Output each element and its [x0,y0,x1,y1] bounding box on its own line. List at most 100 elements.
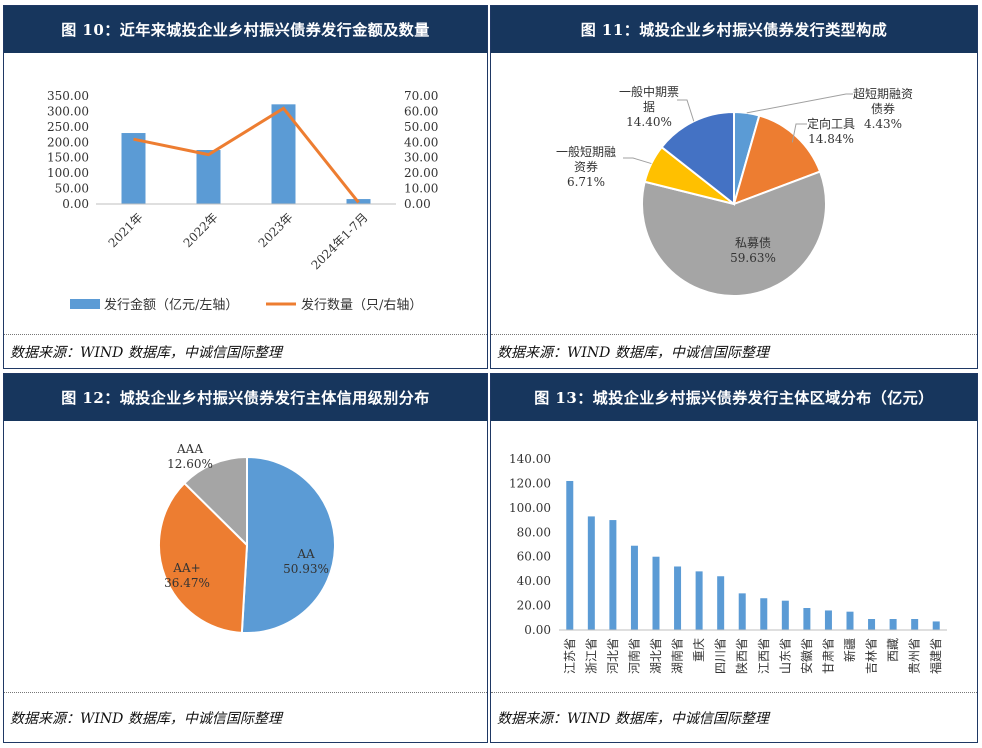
x-tick-label: 江苏省 [563,638,577,674]
slice-label-short-term: 资券 [574,159,598,174]
bar-region [674,566,682,630]
x-tick-label: 2021年 [106,210,146,250]
y-right-tick-label: 70.00 [404,89,438,103]
leader-line [677,99,695,122]
x-tick-label: 陕西省 [734,638,749,674]
slice-label-aa: 50.93% [283,562,329,576]
y-right-tick-label: 20.00 [404,166,438,180]
leader-line [746,93,853,114]
bar-region [587,516,595,630]
y-left-tick-label: 200.00 [47,135,89,149]
y-tick-label: 140.00 [509,452,551,466]
slice-label-directional: 定向工具 [807,116,855,131]
x-tick-label: 湖北省 [648,638,663,674]
bar-region [630,545,638,630]
slice-label-aaplus-pct: 36.47% [164,576,210,590]
y-left-tick-label: 350.00 [47,89,89,103]
y-left-tick-label: 50.00 [55,182,89,196]
bar-region [566,480,574,630]
x-tick-label: 重庆 [692,638,706,662]
bar-chart-regions: 0.00 20.00 40.00 60.00 80.00 100.00 120.00 140.… [509,452,947,674]
bar-region [846,611,854,630]
slice-label-short-term: 6.71% [567,175,605,189]
bar-region [911,619,919,630]
slice-label-ultra-short: 债券 [871,101,895,116]
panel-title: 图 13：城投企业乡村振兴债券发行主体区域分布（亿元） [491,374,977,421]
y-left-tick-label: 150.00 [47,151,89,165]
bar-region [868,619,876,630]
x-tick-label: 2023年 [256,210,296,250]
bar-region [889,619,897,630]
x-tick-label: 贵州省 [908,638,922,674]
pie-slice [158,481,249,634]
slice-label-private: 私募债 [735,236,771,250]
legend-swatch-amount [70,299,100,309]
pie-slice [182,455,248,548]
x-tick-label: 新疆 [842,638,857,662]
source-note: 数据来源：WIND 数据库，中诚信国际整理 [491,334,977,369]
y-left-tick-label: 100.00 [47,166,89,180]
bar-region [717,576,725,630]
slice-label-aaplus: AA+ [172,561,200,575]
panel-fig13: 图 13：城投企业乡村振兴债券发行主体区域分布（亿元） 0.00 20.00 40.… [490,373,978,743]
x-tick-label: 西藏 [886,638,900,662]
x-tick-label: 浙江省 [584,638,598,674]
panel-fig10: 图 10：近年来城投企业乡村振兴债券发行金额及数量 0.00 50.00 100.0… [3,5,488,369]
leader-line [791,123,807,143]
bar-region [781,600,789,630]
y-tick-label: 100.00 [509,501,551,515]
bar-region [695,571,703,630]
y-right-tick-label: 10.00 [404,182,438,196]
panel-fig11: 图 11：城投企业乡村振兴债券发行类型构成 超短期融资 债券 4.43% 定向工具 14… [490,5,978,369]
y-tick-label: 20.00 [517,599,551,613]
y-tick-label: 0.00 [524,623,551,637]
y-tick-label: 40.00 [517,574,551,588]
bar-amount [121,133,146,204]
x-tick-label: 江西省 [757,638,771,674]
y-right-tick-label: 60.00 [404,104,438,118]
x-tick-label: 2024年1-7月 [308,210,370,272]
bar-region [824,610,832,630]
x-tick-label: 安徽省 [799,638,814,674]
bar-region [609,520,617,630]
panel-title: 图 12：城投企业乡村振兴债券发行主体信用级别分布 [4,374,487,421]
y-left-tick-label: 250.00 [47,120,89,134]
panel-title: 图 11：城投企业乡村振兴债券发行类型构成 [491,6,977,53]
slice-label-aa: AA [296,547,315,561]
x-tick-label: 四川省 [714,638,728,674]
slice-label-aaa: AAA [176,442,203,456]
leader-line [623,157,652,165]
x-tick-label: 福建省 [928,638,943,674]
bar-amount [271,104,296,204]
bar-line-chart: 0.0050.00100.00150.00200.00250.00300.003… [47,89,438,313]
bar-region [760,598,768,630]
source-note: 数据来源：WIND 数据库，中诚信国际整理 [4,334,487,369]
slice-label-mtn: 据 [643,100,655,114]
y-right-tick-label: 0.00 [404,197,431,211]
y-tick-label: 60.00 [517,550,551,564]
legend-label-count: 发行数量（只/右轴） [301,297,422,313]
source-note: 数据来源：WIND 数据库，中诚信国际整理 [491,692,977,743]
y-tick-label: 120.00 [509,476,551,490]
slice-label-mtn: 14.40% [626,115,672,129]
bar-region [652,556,660,630]
slice-label-short-term: 一般短期融 [556,144,616,159]
x-tick-label: 河北省 [606,638,620,674]
pie-slice [641,170,827,297]
y-right-tick-label: 50.00 [404,120,438,134]
legend-label-amount: 发行金额（亿元/左轴） [104,297,238,313]
pie-slice [240,455,336,634]
slice-label-private: 59.63% [730,251,776,265]
x-tick-label: 2022年 [181,210,221,250]
slice-label-ultra-short: 超短期融资 [853,86,913,101]
slice-label-directional: 14.84% [808,132,854,146]
panel-fig12: 图 12：城投企业乡村振兴债券发行主体信用级别分布 AA 50.93% AA+ 36.… [3,373,488,743]
bar-region [932,621,940,630]
x-tick-label: 湖南省 [670,638,685,674]
x-tick-label: 甘肃省 [821,638,835,674]
y-left-tick-label: 300.00 [47,104,89,118]
y-right-tick-label: 30.00 [404,151,438,165]
source-note: 数据来源：WIND 数据库，中诚信国际整理 [4,692,487,743]
